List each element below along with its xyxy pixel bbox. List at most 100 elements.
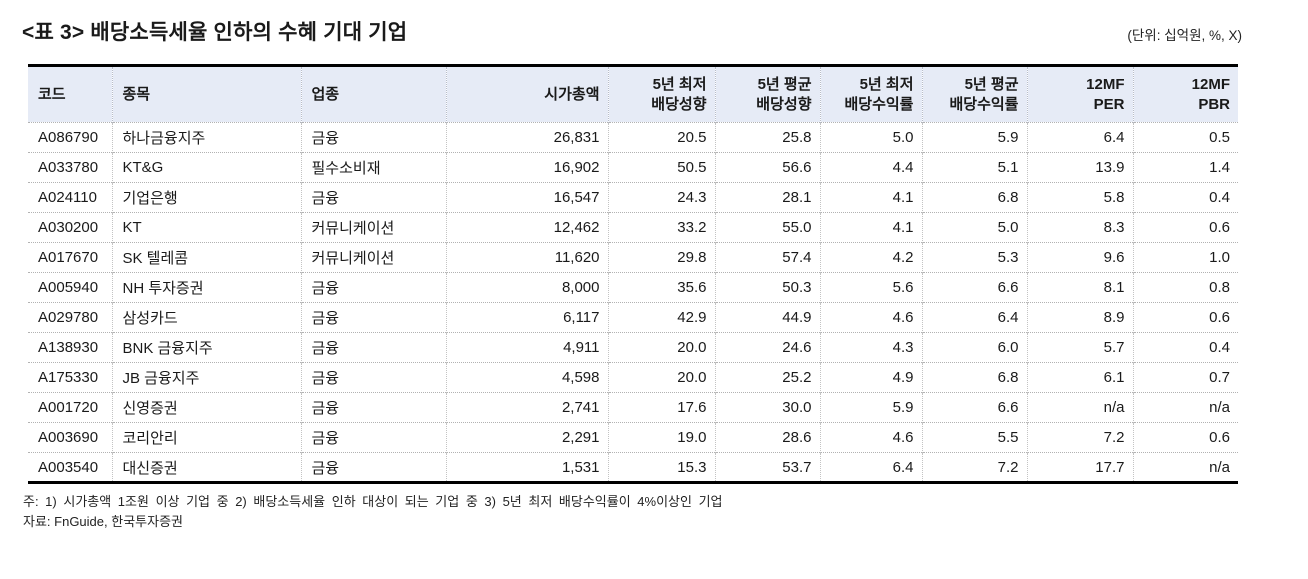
cell-payout-5y-avg: 44.9 (715, 302, 821, 333)
table-row: A005940 NH 투자증권 금융 8,000 35.6 50.3 5.6 6.6 8.1 0.… (28, 272, 1238, 303)
header-label-line: 12MF (1086, 75, 1125, 93)
cell-market-cap: 8,000 (446, 272, 609, 303)
cell-name: 대신증권 (112, 452, 302, 483)
cell-payout-5y-min: 20.5 (608, 122, 716, 153)
cell-pbr-12mf: n/a (1133, 392, 1238, 423)
cell-per-12mf: 8.1 (1027, 272, 1134, 303)
page-title: <표 3> 배당소득세율 인하의 수혜 기대 기업 (22, 21, 408, 44)
cell-yield-5y-avg: 6.6 (922, 272, 1028, 303)
cell-payout-5y-min: 19.0 (608, 422, 716, 453)
cell-code: A029780 (28, 302, 113, 333)
cell-name: 코리안리 (112, 422, 302, 453)
cell-payout-5y-avg: 25.8 (715, 122, 821, 153)
cell-market-cap: 16,547 (446, 182, 609, 213)
cell-per-12mf: 5.8 (1027, 182, 1134, 213)
cell-payout-5y-avg: 30.0 (715, 392, 821, 423)
cell-market-cap: 1,531 (446, 452, 609, 483)
cell-payout-5y-avg: 53.7 (715, 452, 821, 483)
table-row: A175330 JB 금융지주 금융 4,598 20.0 25.2 4.9 6.8 6.1 0.… (28, 362, 1238, 393)
cell-yield-5y-avg: 7.2 (922, 452, 1028, 483)
header-label-line: 5년 최저 (859, 75, 914, 93)
table-row: A138930 BNK 금융지주 금융 4,911 20.0 24.6 4.3 6.0 5.7 0… (28, 332, 1238, 363)
header-label-line: 시가총액 (544, 85, 600, 103)
cell-payout-5y-min: 20.0 (608, 332, 716, 363)
cell-name: 하나금융지주 (112, 122, 302, 153)
cell-market-cap: 2,291 (446, 422, 609, 453)
header-cell-sector: 업종 (301, 65, 447, 123)
cell-payout-5y-min: 29.8 (608, 242, 716, 273)
table-row: A003690 코리안리 금융 2,291 19.0 28.6 4.6 5.5 7.2 0.6 (28, 422, 1238, 453)
header-cell-code: 코드 (28, 65, 113, 123)
cell-payout-5y-avg: 28.1 (715, 182, 821, 213)
table-row: A086790 하나금융지주 금융 26,831 20.5 25.8 5.0 5.9 6.4 0.… (28, 122, 1238, 153)
cell-code: A086790 (28, 122, 113, 153)
cell-market-cap: 4,598 (446, 362, 609, 393)
cell-yield-5y-avg: 5.0 (922, 212, 1028, 243)
cell-payout-5y-avg: 24.6 (715, 332, 821, 363)
table-row: A033780 KT&G 필수소비재 16,902 50.5 56.6 4.4 5.1 13.9… (28, 152, 1238, 183)
cell-code: A003690 (28, 422, 113, 453)
cell-sector: 금융 (301, 182, 447, 213)
cell-pbr-12mf: 0.6 (1133, 302, 1238, 333)
cell-name: KT&G (112, 152, 302, 183)
cell-code: A033780 (28, 152, 113, 183)
cell-sector: 금융 (301, 422, 447, 453)
cell-sector: 금융 (301, 392, 447, 423)
cell-yield-5y-min: 4.9 (820, 362, 923, 393)
cell-sector: 금융 (301, 362, 447, 393)
cell-pbr-12mf: 0.4 (1133, 332, 1238, 363)
cell-payout-5y-min: 24.3 (608, 182, 716, 213)
cell-yield-5y-min: 4.4 (820, 152, 923, 183)
cell-code: A175330 (28, 362, 113, 393)
cell-payout-5y-min: 35.6 (608, 272, 716, 303)
cell-payout-5y-avg: 57.4 (715, 242, 821, 273)
cell-yield-5y-min: 5.0 (820, 122, 923, 153)
cell-sector: 금융 (301, 332, 447, 363)
cell-pbr-12mf: n/a (1133, 452, 1238, 483)
cell-payout-5y-min: 15.3 (608, 452, 716, 483)
cell-name: BNK 금융지주 (112, 332, 302, 363)
cell-name: NH 투자증권 (112, 272, 302, 303)
cell-per-12mf: 6.4 (1027, 122, 1134, 153)
cell-market-cap: 4,911 (446, 332, 609, 363)
cell-pbr-12mf: 1.4 (1133, 152, 1238, 183)
cell-yield-5y-avg: 6.4 (922, 302, 1028, 333)
cell-yield-5y-avg: 6.8 (922, 362, 1028, 393)
header-label-line: 5년 평균 (757, 75, 812, 93)
cell-sector: 커뮤니케이션 (301, 242, 447, 273)
cell-per-12mf: 8.3 (1027, 212, 1134, 243)
cell-code: A024110 (28, 182, 113, 213)
header-label-line: 배당성향 (651, 95, 707, 113)
cell-yield-5y-min: 4.2 (820, 242, 923, 273)
cell-per-12mf: n/a (1027, 392, 1134, 423)
cell-payout-5y-min: 17.6 (608, 392, 716, 423)
footnote-criteria: 주: 1) 시가총액 1조원 이상 기업 중 2) 배당소득세율 인하 대상이 … (23, 494, 723, 509)
unit-note: (단위: 십억원, %, X) (1127, 28, 1242, 43)
header-label-line: PER (1093, 95, 1125, 113)
cell-yield-5y-avg: 5.1 (922, 152, 1028, 183)
cell-name: 기업은행 (112, 182, 302, 213)
cell-pbr-12mf: 0.8 (1133, 272, 1238, 303)
cell-name: 신영증권 (112, 392, 302, 423)
cell-name: SK 텔레콤 (112, 242, 302, 273)
cell-per-12mf: 17.7 (1027, 452, 1134, 483)
cell-yield-5y-min: 4.6 (820, 302, 923, 333)
cell-sector: 필수소비재 (301, 152, 447, 183)
footnote-source: 자료: FnGuide, 한국투자증권 (23, 514, 183, 530)
cell-yield-5y-min: 4.1 (820, 212, 923, 243)
header-label-line: 배당성향 (756, 95, 812, 113)
dividend-benefit-table: 코드 종목 업종 시가총액 5년 최저 배당성향 5년 평균 배당성향 5년 최저 배당수익률 5년… (28, 64, 1238, 484)
cell-sector: 금융 (301, 122, 447, 153)
table-row: A029780 삼성카드 금융 6,117 42.9 44.9 4.6 6.4 8.9 0.6 (28, 302, 1238, 333)
cell-per-12mf: 9.6 (1027, 242, 1134, 273)
cell-per-12mf: 8.9 (1027, 302, 1134, 333)
cell-code: A138930 (28, 332, 113, 363)
header-label-line: 5년 평균 (964, 75, 1019, 93)
cell-payout-5y-min: 50.5 (608, 152, 716, 183)
header-row: 코드 종목 업종 시가총액 5년 최저 배당성향 5년 평균 배당성향 5년 최저 배당수익률 5년… (28, 65, 1238, 123)
cell-yield-5y-avg: 6.8 (922, 182, 1028, 213)
cell-code: A001720 (28, 392, 113, 423)
cell-yield-5y-avg: 5.9 (922, 122, 1028, 153)
header-label-line: 5년 최저 (652, 75, 707, 93)
cell-payout-5y-avg: 56.6 (715, 152, 821, 183)
